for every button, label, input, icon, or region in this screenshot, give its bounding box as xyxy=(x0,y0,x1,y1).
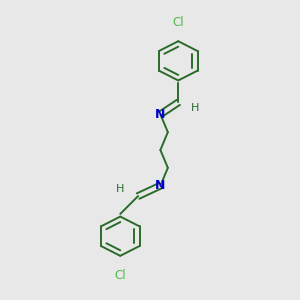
Text: H: H xyxy=(116,184,124,194)
Text: N: N xyxy=(155,179,166,192)
Text: Cl: Cl xyxy=(115,269,126,282)
Text: H: H xyxy=(190,103,199,113)
Text: Cl: Cl xyxy=(172,16,184,29)
Text: N: N xyxy=(155,108,166,121)
